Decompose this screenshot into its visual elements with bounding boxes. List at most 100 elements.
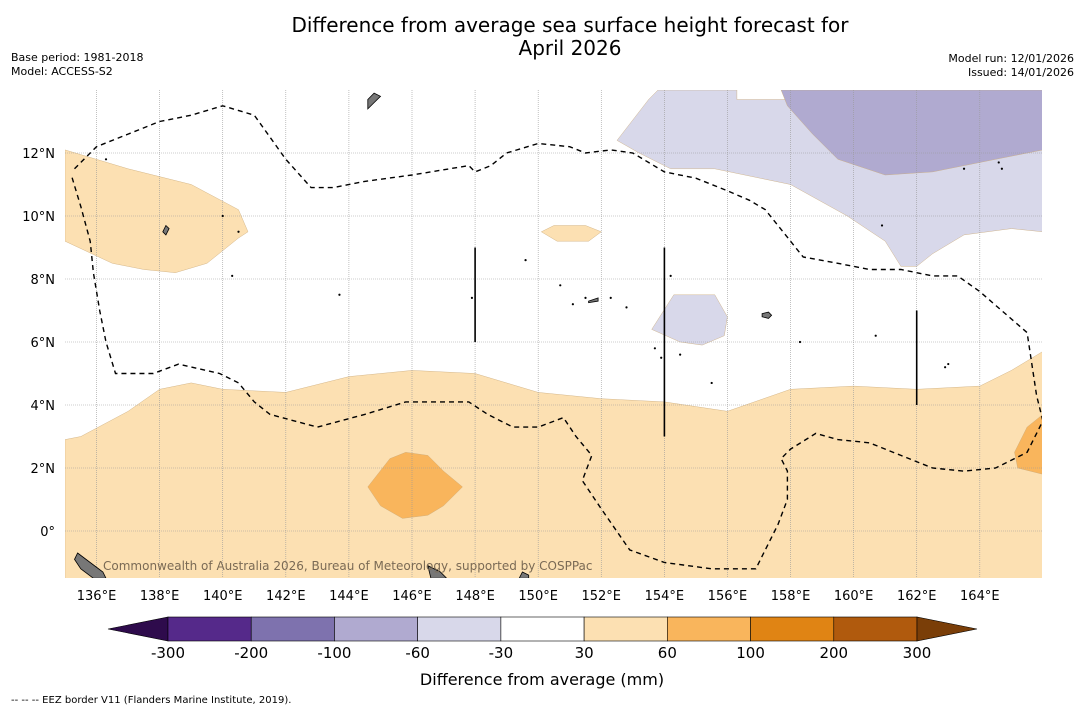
colorbar-segment: [833, 616, 918, 642]
island-dot: [221, 214, 224, 218]
issued-text: Issued: 14/01/2026: [967, 66, 1074, 79]
region-neg30-neg60-mid: [651, 294, 728, 346]
lon-tick-label: 136°E: [77, 589, 117, 604]
lon-tick-label: 162°E: [897, 589, 937, 604]
island-dot: [944, 366, 947, 369]
colorbar-segment: [417, 616, 502, 642]
lon-tick-label: 152°E: [581, 589, 621, 604]
lon-tick-label: 140°E: [203, 589, 243, 604]
island-dot: [571, 303, 574, 306]
lat-tick-label: 8°N: [31, 273, 56, 288]
island-dot: [874, 334, 877, 337]
region-30-60-small: [540, 225, 602, 242]
colorbar-high-extend: [916, 616, 978, 642]
model-name-text: Model: ACCESS-S2: [11, 65, 113, 78]
colorbar: -300 -200 -100 -60 -30 30 60 100 200 300: [107, 616, 978, 662]
lon-tick-label: 156°E: [708, 589, 748, 604]
island-dot: [679, 353, 682, 356]
map-title: Difference from average sea surface heig…: [0, 14, 1085, 60]
islands: [74, 92, 1003, 578]
eez-borders: [70, 105, 1042, 570]
eez-border-main: [70, 105, 1042, 570]
run-info: Model run: 12/01/2026 Issued: 14/01/2026: [948, 52, 1074, 80]
island-dot: [338, 293, 341, 296]
model-run-text: Model run: 12/01/2026: [948, 52, 1074, 65]
island-dot: [962, 167, 966, 170]
lon-tick-label: 150°E: [518, 589, 558, 604]
colorbar-title: Difference from average (mm): [420, 670, 664, 689]
region-neg60-neg100: [780, 90, 1042, 176]
island-west-small: [162, 224, 170, 236]
colorbar-tick-label: -200: [234, 644, 268, 662]
lat-tick-label: 6°N: [31, 336, 56, 351]
island-dot: [237, 230, 240, 233]
colorbar-segment: [334, 616, 418, 642]
island-dot: [524, 259, 527, 262]
colorbar-segment: [750, 616, 835, 642]
island-dot: [625, 306, 628, 309]
region-60-100-central: [367, 452, 463, 519]
island-dot: [710, 381, 713, 385]
map-credit: Commonwealth of Australia 2026, Bureau o…: [103, 559, 593, 573]
island-dot: [470, 296, 474, 299]
island-manus: [427, 564, 447, 578]
lat-tick-label: 12°N: [22, 147, 55, 162]
model-info: Base period: 1981-2018 Model: ACCESS-S2: [11, 51, 143, 79]
island-dot: [997, 161, 1000, 164]
colorbar-segment: [250, 616, 335, 642]
lon-tick-label: 154°E: [645, 589, 685, 604]
island-png-1: [74, 552, 107, 578]
lon-tick-label: 138°E: [140, 589, 180, 604]
island-dot: [104, 158, 108, 161]
colorbar-tick-label: -30: [489, 644, 514, 662]
lon-tick-label: 164°E: [960, 589, 1000, 604]
island-pohnpei: [761, 311, 773, 319]
colorbar-tick-label: -60: [405, 644, 430, 662]
title-line-1: Difference from average sea surface heig…: [291, 13, 849, 37]
colorbar-segment: [583, 616, 668, 642]
colorbar-tick-label: 300: [903, 644, 932, 662]
island-dot: [653, 347, 656, 350]
colorbar-tick-label: -100: [317, 644, 351, 662]
lon-tick-label: 148°E: [455, 589, 495, 604]
lon-tick-label: 144°E: [329, 589, 369, 604]
lat-tick-label: 4°N: [31, 399, 56, 414]
colorbar-tick-label: 60: [658, 644, 677, 662]
lon-tick-label: 146°E: [392, 589, 432, 604]
colorbar-tick-label: 30: [575, 644, 594, 662]
island-dot: [609, 296, 612, 299]
base-period-text: Base period: 1981-2018: [11, 51, 144, 64]
island-dot: [880, 224, 884, 227]
island-dot: [584, 296, 587, 299]
anomaly-regions: [65, 90, 1042, 578]
eez-source-note: -- -- -- EEZ border V11 (Flanders Marine…: [11, 695, 292, 706]
title-line-2: April 2026: [518, 36, 622, 60]
lon-tick-label: 160°E: [834, 589, 874, 604]
colorbar-low-extend: [107, 616, 169, 642]
colorbar-segment: [667, 616, 751, 642]
lat-tick-label: 2°N: [31, 462, 56, 477]
island-dot: [1000, 167, 1003, 170]
island-guam-area: [367, 92, 382, 110]
colorbar-tick-label: -300: [151, 644, 185, 662]
island-dot: [947, 362, 950, 366]
island-png-2: [518, 571, 530, 578]
lat-tick-label: 0°: [40, 525, 55, 540]
colorbar-segment: [500, 616, 585, 642]
lon-tick-label: 142°E: [266, 589, 306, 604]
island-truk: [588, 297, 599, 304]
island-dot: [559, 284, 562, 287]
axis-labels: 136°E 138°E 140°E 142°E 144°E 146°E 148°E 150°E…: [22, 147, 999, 604]
plot-area: Commonwealth of Australia 2026, Bureau o…: [65, 90, 1042, 578]
region-60-100-east: [1014, 414, 1042, 475]
island-dot: [231, 274, 234, 277]
island-dot: [669, 274, 672, 277]
island-dot: [798, 340, 802, 344]
colorbar-tick-label: 100: [736, 644, 765, 662]
colorbar-segment: [167, 616, 252, 642]
colorbar-tick-label: 200: [819, 644, 848, 662]
lat-tick-label: 10°N: [22, 210, 55, 225]
island-dot: [660, 356, 663, 359]
lon-tick-label: 158°E: [771, 589, 811, 604]
